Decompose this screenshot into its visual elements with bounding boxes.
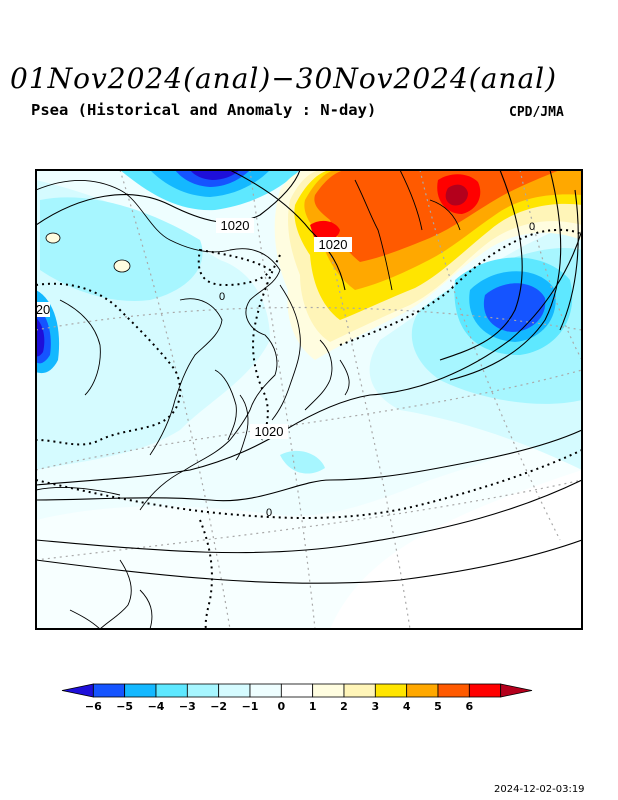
anomaly-neg6-west	[36, 318, 45, 357]
colorbar-tick-label: −6	[85, 700, 102, 713]
colorbar-tick-label: 5	[434, 700, 442, 713]
colorbar-segment	[92, 683, 126, 698]
colorbar-segment	[249, 683, 282, 698]
colorbar-segment	[61, 683, 94, 698]
map-subtitle: Psea (Historical and Anomaly : N-day)	[31, 101, 377, 119]
isobar-label: 20	[36, 302, 50, 317]
colorbar-segment	[186, 683, 220, 698]
anomaly-zero-region-west	[36, 430, 582, 629]
colorbar-segment	[437, 683, 470, 698]
coastlines	[36, 170, 461, 629]
colorbar-segment	[218, 683, 251, 698]
graticule	[36, 170, 582, 629]
isobar-label: 1020	[221, 218, 250, 233]
map-plot-area: 1020 1020 1020 20 0 0 0	[36, 170, 582, 629]
anomaly-zero-label: 0	[219, 291, 225, 303]
colorbar-segment	[124, 683, 157, 698]
anomaly-neg2-patch	[280, 450, 325, 474]
map-title: 01Nov2024(anal)−30Nov2024(anal)	[10, 62, 558, 95]
isobar-label: 1020	[319, 237, 348, 252]
colorbar-segment	[312, 683, 345, 698]
colorbar-tick-label: 0	[278, 700, 286, 713]
anomaly-zero-label: 0	[529, 221, 535, 233]
isobar-label: 1020	[255, 424, 284, 439]
colorbar-tick-label: −4	[148, 700, 165, 713]
colorbar-tick-label: −3	[179, 700, 196, 713]
colorbar-tick-label: 2	[340, 700, 348, 713]
colorbar-tick-label: 1	[309, 700, 317, 713]
colorbar-segment	[155, 683, 188, 698]
colorbar-tick-label: 6	[466, 700, 474, 713]
colorbar-segment	[374, 683, 408, 698]
anomaly-pos1-island-a	[45, 232, 61, 244]
anomaly-pos6-west	[310, 220, 340, 242]
timestamp: 2024-12-02-03:19	[494, 784, 585, 795]
colorbar-segment	[500, 683, 533, 698]
zero-anomaly-contour	[36, 228, 582, 629]
anomaly-pos7	[445, 184, 468, 206]
colorbar-tick-label: −2	[210, 700, 227, 713]
colorbar-segment	[406, 683, 439, 698]
colorbar-segment	[280, 683, 314, 698]
colorbar-tick-label: 3	[372, 700, 380, 713]
colorbar: −6 −5 −4 −3 −2 −1 0 1 2 3 4 5 6	[61, 683, 533, 713]
contour-labels: 1020 1020 1020 20 0 0 0	[36, 218, 535, 519]
colorbar-tick-label: −5	[116, 700, 133, 713]
colorbar-tick-label: −1	[242, 700, 259, 713]
colorbar-segment	[468, 683, 502, 698]
anomaly-zero-label: 0	[266, 507, 272, 519]
colorbar-segment	[343, 683, 376, 698]
isobars	[36, 170, 582, 584]
colorbar-tick-label: 4	[403, 700, 411, 713]
map-frame	[35, 169, 583, 630]
anomaly-neg6-north	[190, 170, 240, 180]
agency-credit: CPD/JMA	[509, 105, 564, 120]
anomaly-neg2-northwest	[40, 197, 203, 301]
anomaly-pos1-island-b	[113, 259, 131, 273]
anomaly-pos5	[314, 170, 560, 262]
anomaly-neg5-east	[483, 283, 546, 332]
